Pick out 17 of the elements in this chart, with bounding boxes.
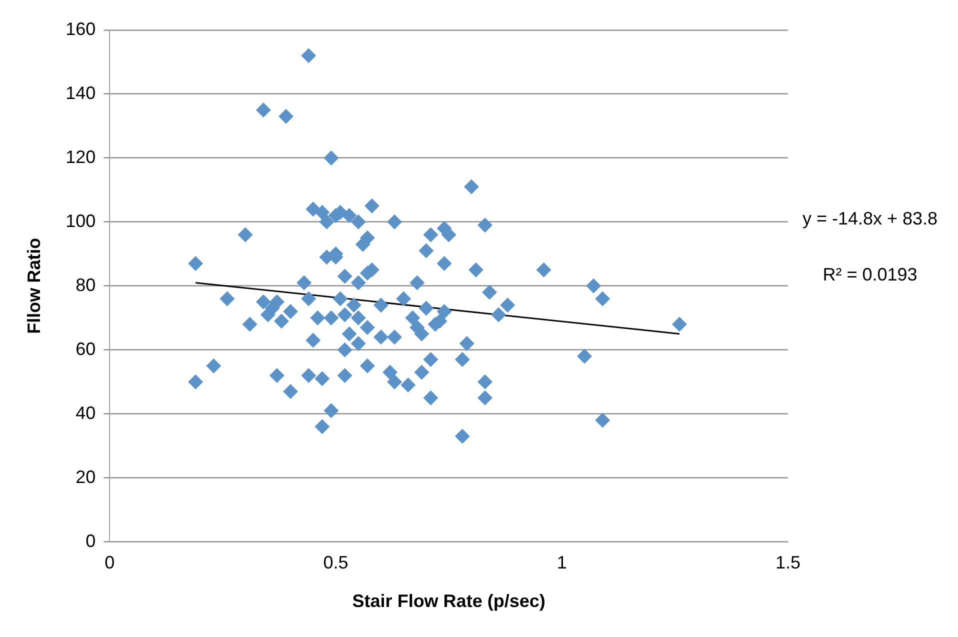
y-tick-label: 60 — [76, 338, 96, 359]
y-axis-title: Fllow Ratio — [24, 238, 44, 334]
x-tick-label: 0 — [104, 552, 115, 573]
x-tick-label: 0.5 — [323, 552, 348, 573]
y-tick-label: 140 — [66, 82, 96, 103]
y-tick-label: 160 — [66, 18, 96, 39]
y-tick-label: 20 — [76, 466, 96, 487]
y-tick-label: 100 — [66, 210, 96, 231]
y-tick-label: 0 — [86, 530, 96, 551]
y-tick-label: 40 — [76, 402, 96, 423]
text: y = -14.8x + 83.8 — [802, 208, 938, 228]
y-tick-label: 80 — [76, 274, 96, 295]
y-tick-label: 120 — [66, 146, 96, 167]
x-axis-title: Stair Flow Rate (p/sec) — [352, 591, 546, 612]
x-tick-label: 1 — [556, 552, 567, 573]
text: R² = 0.0193 — [822, 264, 918, 285]
x-tick-label: 1.5 — [775, 552, 801, 573]
